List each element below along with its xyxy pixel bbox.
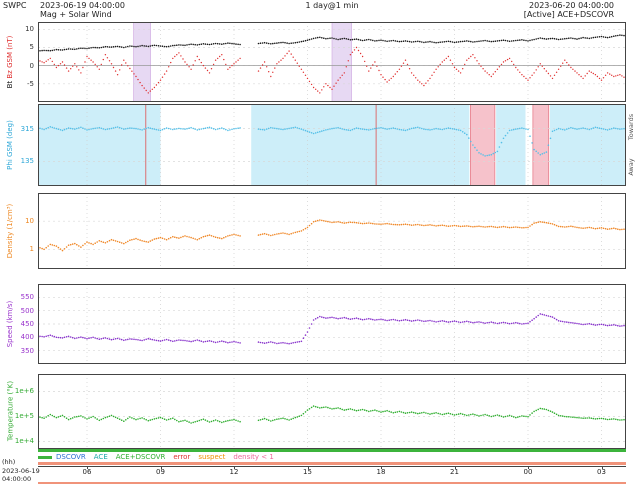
ytick-label: 315 bbox=[20, 124, 34, 133]
legend-item-error: error bbox=[173, 453, 191, 461]
series-bt bbox=[38, 34, 626, 52]
legend-item-dscovr: DSCOVR bbox=[56, 453, 86, 461]
legend-item-density-1: density < 1 bbox=[233, 453, 274, 461]
resolution-label: 1 day@1 min bbox=[305, 1, 359, 10]
plot-title: Mag + Solar Wind bbox=[40, 10, 112, 19]
speed-chart bbox=[38, 284, 626, 364]
axis-tick-mark bbox=[234, 466, 235, 469]
ytick-label: 450 bbox=[20, 320, 34, 328]
ytick-label: 1 bbox=[29, 245, 34, 254]
series-phi bbox=[38, 126, 626, 157]
panel-density bbox=[38, 193, 626, 269]
shaded-band bbox=[133, 22, 151, 102]
ytick-label: 350 bbox=[20, 346, 34, 355]
hour-label: 03 bbox=[597, 468, 606, 476]
axis-tick-mark bbox=[381, 466, 382, 469]
ytick-label: 10 bbox=[25, 25, 34, 34]
ytick-label: 1e+4 bbox=[14, 437, 34, 446]
panel-mag bbox=[38, 22, 626, 102]
ylabel-bz: Bz GSM (nT) bbox=[6, 35, 14, 79]
axis-tick-mark bbox=[87, 466, 88, 469]
legend-source-swatch bbox=[38, 455, 52, 459]
hour-label: 06 bbox=[82, 468, 92, 476]
source-status-bar bbox=[38, 449, 626, 452]
ylabel-density: Density (1/cm³) bbox=[6, 203, 14, 259]
hour-unit-label: (hh) bbox=[2, 458, 16, 466]
hour-label: 00 bbox=[523, 468, 533, 476]
axis-tick-mark bbox=[601, 466, 603, 469]
shaded-band bbox=[251, 104, 470, 186]
shaded-band bbox=[38, 104, 161, 186]
ytick-label: 550 bbox=[20, 293, 34, 302]
legend-item-ace: ACE bbox=[93, 453, 108, 461]
time-axis-line bbox=[38, 466, 626, 467]
series-density bbox=[38, 219, 626, 252]
ytick-label: 400 bbox=[20, 333, 34, 342]
axis-tick-mark bbox=[454, 466, 456, 469]
legend-item-suspect: suspect bbox=[198, 453, 226, 461]
phi-chart bbox=[38, 104, 626, 186]
ytick-label: 0 bbox=[29, 61, 34, 70]
shaded-band bbox=[532, 104, 550, 186]
ytick-label: 5 bbox=[29, 43, 34, 52]
axis-start-time: 04:00:00 bbox=[2, 475, 32, 483]
hour-label: 09 bbox=[156, 468, 165, 476]
mag-chart bbox=[38, 22, 626, 102]
ytick-label: 500 bbox=[20, 306, 34, 315]
bottom-status-strip bbox=[38, 482, 626, 484]
axis-tick-mark bbox=[307, 466, 309, 469]
hour-label: 21 bbox=[450, 468, 459, 476]
panel-speed bbox=[38, 284, 626, 364]
app-label: SWPC bbox=[3, 1, 27, 10]
axis-start-date: 2023-06-19 bbox=[2, 467, 40, 475]
axis-tick-mark bbox=[528, 466, 529, 469]
shaded-band bbox=[470, 104, 496, 186]
status-label: [Active] ACE+DSCOVR bbox=[523, 10, 614, 19]
phi-away-label: Away bbox=[627, 158, 635, 176]
axis-tick-mark bbox=[160, 466, 162, 469]
series-speed bbox=[38, 313, 626, 345]
shaded-band bbox=[550, 104, 626, 186]
panel-phi bbox=[38, 104, 626, 186]
hour-label: 15 bbox=[303, 468, 312, 476]
legend-row: DSCOVR ACE ACE+DSCOVR error suspect density <… bbox=[38, 453, 282, 461]
series-temperature bbox=[38, 405, 626, 424]
hour-label: 12 bbox=[229, 468, 239, 476]
density-chart bbox=[38, 193, 626, 269]
start-datetime: 2023-06-19 04:00:00 bbox=[40, 1, 125, 10]
legend-item-ace-dscovr: ACE+DSCOVR bbox=[115, 453, 166, 461]
ytick-label: -5 bbox=[27, 79, 34, 88]
temp-chart bbox=[38, 374, 626, 449]
shaded-band bbox=[331, 22, 352, 102]
flag-status-bar bbox=[38, 462, 626, 465]
hour-label: 18 bbox=[376, 468, 386, 476]
series-bz bbox=[38, 46, 626, 94]
end-datetime: 2023-06-20 04:00:00 bbox=[529, 1, 614, 10]
ytick-label: 1e+6 bbox=[14, 387, 34, 396]
ytick-label: 135 bbox=[20, 157, 34, 166]
ytick-label: 10 bbox=[25, 217, 34, 226]
panel-temp bbox=[38, 374, 626, 449]
shaded-band bbox=[496, 104, 526, 186]
ylabel-phi: Phi GSM (deg) bbox=[6, 120, 14, 170]
ytick-label: 1e+5 bbox=[14, 412, 34, 421]
